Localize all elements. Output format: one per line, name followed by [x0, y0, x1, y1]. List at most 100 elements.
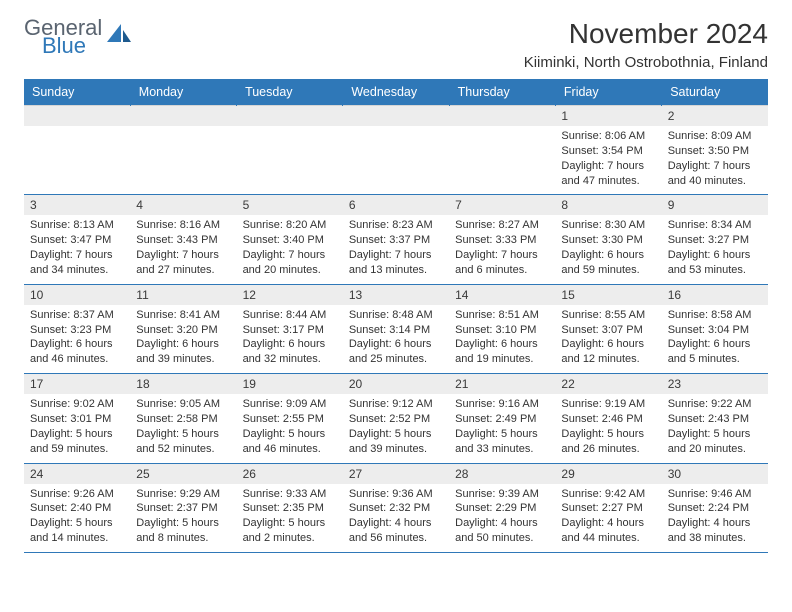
day-number-cell: 16: [662, 284, 768, 305]
sunset-text: Sunset: 3:10 PM: [455, 323, 549, 338]
sunset-text: Sunset: 2:55 PM: [243, 412, 337, 427]
day-number-cell: 28: [449, 463, 555, 484]
calendar-body: 12Sunrise: 8:06 AMSunset: 3:54 PMDayligh…: [24, 106, 768, 553]
sunrise-text: Sunrise: 8:48 AM: [349, 308, 443, 323]
sunrise-text: Sunrise: 8:09 AM: [668, 129, 762, 144]
sunrise-text: Sunrise: 8:51 AM: [455, 308, 549, 323]
sunset-text: Sunset: 2:58 PM: [136, 412, 230, 427]
day-number-cell: 17: [24, 374, 130, 395]
sunset-text: Sunset: 3:07 PM: [561, 323, 655, 338]
day-info-cell: Sunrise: 9:26 AMSunset: 2:40 PMDaylight:…: [24, 484, 130, 553]
sunset-text: Sunset: 2:49 PM: [455, 412, 549, 427]
sunrise-text: Sunrise: 9:33 AM: [243, 487, 337, 502]
daylight-text: Daylight: 7 hours and 6 minutes.: [455, 248, 549, 278]
dayhead-wed: Wednesday: [343, 79, 449, 106]
day-info-cell: Sunrise: 8:34 AMSunset: 3:27 PMDaylight:…: [662, 215, 768, 284]
day-info-cell: [24, 126, 130, 195]
sunrise-text: Sunrise: 8:27 AM: [455, 218, 549, 233]
sunset-text: Sunset: 2:40 PM: [30, 501, 124, 516]
sunrise-text: Sunrise: 8:30 AM: [561, 218, 655, 233]
sunset-text: Sunset: 3:47 PM: [30, 233, 124, 248]
daylight-text: Daylight: 6 hours and 39 minutes.: [136, 337, 230, 367]
week-info-row: Sunrise: 9:02 AMSunset: 3:01 PMDaylight:…: [24, 394, 768, 463]
sunrise-text: Sunrise: 9:22 AM: [668, 397, 762, 412]
day-number-cell: 6: [343, 195, 449, 216]
daylight-text: Daylight: 6 hours and 19 minutes.: [455, 337, 549, 367]
day-info-cell: Sunrise: 8:44 AMSunset: 3:17 PMDaylight:…: [237, 305, 343, 374]
sunrise-text: Sunrise: 8:16 AM: [136, 218, 230, 233]
sunrise-text: Sunrise: 9:39 AM: [455, 487, 549, 502]
day-info-cell: Sunrise: 8:09 AMSunset: 3:50 PMDaylight:…: [662, 126, 768, 195]
sunrise-text: Sunrise: 8:55 AM: [561, 308, 655, 323]
sunset-text: Sunset: 2:46 PM: [561, 412, 655, 427]
daylight-text: Daylight: 6 hours and 25 minutes.: [349, 337, 443, 367]
day-info-cell: [343, 126, 449, 195]
day-info-cell: Sunrise: 9:33 AMSunset: 2:35 PMDaylight:…: [237, 484, 343, 553]
dayhead-mon: Monday: [130, 79, 236, 106]
page-header: General Blue November 2024 Kiiminki, Nor…: [24, 18, 768, 71]
daylight-text: Daylight: 5 hours and 2 minutes.: [243, 516, 337, 546]
week-num-row: 17181920212223: [24, 374, 768, 395]
day-info-cell: Sunrise: 8:13 AMSunset: 3:47 PMDaylight:…: [24, 215, 130, 284]
day-info-cell: Sunrise: 9:12 AMSunset: 2:52 PMDaylight:…: [343, 394, 449, 463]
daylight-text: Daylight: 5 hours and 52 minutes.: [136, 427, 230, 457]
daylight-text: Daylight: 5 hours and 59 minutes.: [30, 427, 124, 457]
day-info-cell: Sunrise: 8:51 AMSunset: 3:10 PMDaylight:…: [449, 305, 555, 374]
sunrise-text: Sunrise: 9:05 AM: [136, 397, 230, 412]
dayhead-sun: Sunday: [24, 79, 130, 106]
sunset-text: Sunset: 3:27 PM: [668, 233, 762, 248]
day-number-cell: 29: [555, 463, 661, 484]
sunset-text: Sunset: 3:37 PM: [349, 233, 443, 248]
sunrise-text: Sunrise: 9:46 AM: [668, 487, 762, 502]
day-info-cell: [130, 126, 236, 195]
week-info-row: Sunrise: 8:37 AMSunset: 3:23 PMDaylight:…: [24, 305, 768, 374]
day-number-cell: 22: [555, 374, 661, 395]
daylight-text: Daylight: 5 hours and 20 minutes.: [668, 427, 762, 457]
sunset-text: Sunset: 2:29 PM: [455, 501, 549, 516]
week-info-row: Sunrise: 8:13 AMSunset: 3:47 PMDaylight:…: [24, 215, 768, 284]
daylight-text: Daylight: 4 hours and 50 minutes.: [455, 516, 549, 546]
dayhead-fri: Friday: [555, 79, 661, 106]
sunset-text: Sunset: 3:14 PM: [349, 323, 443, 338]
day-info-cell: Sunrise: 9:36 AMSunset: 2:32 PMDaylight:…: [343, 484, 449, 553]
sunrise-text: Sunrise: 8:41 AM: [136, 308, 230, 323]
brand-logo: General Blue: [24, 18, 133, 56]
sunrise-text: Sunrise: 9:02 AM: [30, 397, 124, 412]
day-number-cell: 18: [130, 374, 236, 395]
logo-word-blue: Blue: [42, 36, 102, 56]
title-block: November 2024 Kiiminki, North Ostrobothn…: [524, 18, 768, 71]
day-info-cell: [237, 126, 343, 195]
daylight-text: Daylight: 7 hours and 27 minutes.: [136, 248, 230, 278]
day-number-cell: [343, 106, 449, 127]
day-info-cell: Sunrise: 8:30 AMSunset: 3:30 PMDaylight:…: [555, 215, 661, 284]
sunrise-text: Sunrise: 8:37 AM: [30, 308, 124, 323]
daylight-text: Daylight: 5 hours and 46 minutes.: [243, 427, 337, 457]
day-number-cell: 24: [24, 463, 130, 484]
day-info-cell: Sunrise: 8:23 AMSunset: 3:37 PMDaylight:…: [343, 215, 449, 284]
day-number-cell: 1: [555, 106, 661, 127]
day-number-cell: 15: [555, 284, 661, 305]
day-number-cell: 10: [24, 284, 130, 305]
sunrise-text: Sunrise: 8:06 AM: [561, 129, 655, 144]
sunset-text: Sunset: 2:24 PM: [668, 501, 762, 516]
day-info-cell: Sunrise: 8:48 AMSunset: 3:14 PMDaylight:…: [343, 305, 449, 374]
sunset-text: Sunset: 2:52 PM: [349, 412, 443, 427]
day-info-cell: Sunrise: 8:27 AMSunset: 3:33 PMDaylight:…: [449, 215, 555, 284]
day-number-cell: 26: [237, 463, 343, 484]
day-info-cell: Sunrise: 9:09 AMSunset: 2:55 PMDaylight:…: [237, 394, 343, 463]
week-info-row: Sunrise: 8:06 AMSunset: 3:54 PMDaylight:…: [24, 126, 768, 195]
month-title: November 2024: [524, 18, 768, 50]
day-info-cell: Sunrise: 8:58 AMSunset: 3:04 PMDaylight:…: [662, 305, 768, 374]
sunset-text: Sunset: 2:37 PM: [136, 501, 230, 516]
day-number-cell: 13: [343, 284, 449, 305]
dayhead-sat: Saturday: [662, 79, 768, 106]
day-number-cell: [24, 106, 130, 127]
day-number-cell: 8: [555, 195, 661, 216]
daylight-text: Daylight: 5 hours and 33 minutes.: [455, 427, 549, 457]
day-info-cell: Sunrise: 9:19 AMSunset: 2:46 PMDaylight:…: [555, 394, 661, 463]
sunrise-text: Sunrise: 8:23 AM: [349, 218, 443, 233]
sunset-text: Sunset: 3:20 PM: [136, 323, 230, 338]
day-info-cell: Sunrise: 9:05 AMSunset: 2:58 PMDaylight:…: [130, 394, 236, 463]
day-number-cell: [449, 106, 555, 127]
daylight-text: Daylight: 4 hours and 56 minutes.: [349, 516, 443, 546]
